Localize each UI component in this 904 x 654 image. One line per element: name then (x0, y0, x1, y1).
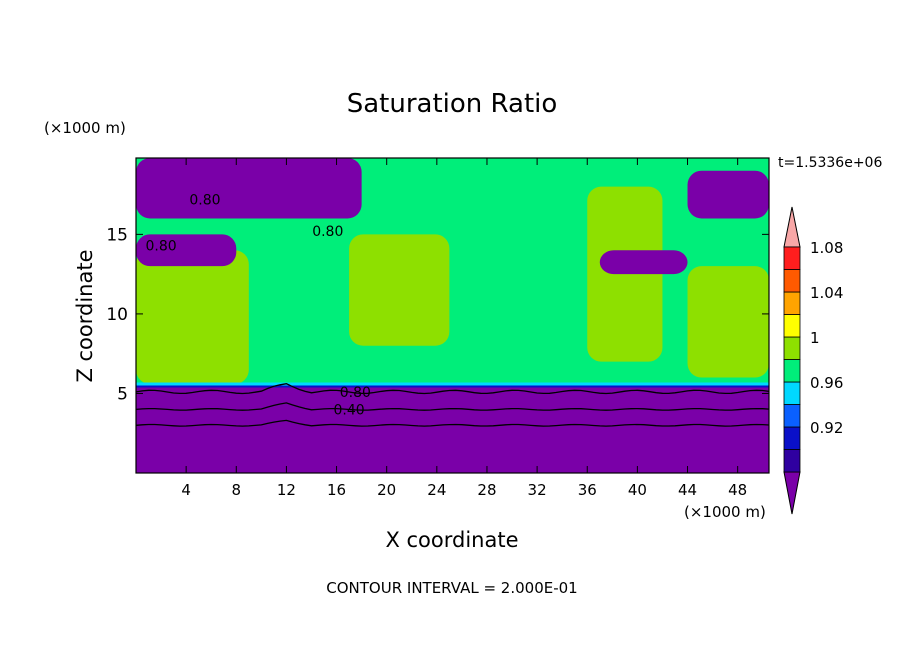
y-axis-ticks: 5 10 15 (106, 225, 769, 404)
contour-lines (136, 383, 769, 427)
colorbar-bin (783, 404, 801, 428)
x-tick-label: 40 (628, 481, 647, 499)
contour-edge-band (136, 382, 769, 386)
y-tick-label: 5 (117, 384, 128, 404)
colorbar: 0.92 0.96 1 1.04 1.08 (783, 206, 843, 515)
colorbar-bin (783, 314, 801, 338)
contour-labels: 0.800.400.800.800.80 (145, 192, 370, 418)
x-axis-label: X coordinate (385, 528, 518, 552)
colorbar-label: 1.04 (810, 284, 843, 302)
contour-region (136, 158, 362, 219)
contour-region (136, 385, 769, 473)
contour-line (136, 402, 769, 411)
contour-label: 0.80 (145, 239, 176, 255)
colorbar-bin (783, 449, 801, 473)
colorbar-label: 0.96 (810, 374, 843, 392)
contour-edge-band (136, 385, 769, 388)
colorbar-top-arrow (783, 206, 801, 248)
x-tick-label: 8 (232, 481, 242, 499)
contour-region (599, 250, 688, 275)
x-tick-label: 20 (377, 481, 396, 499)
colorbar-bin (783, 336, 801, 360)
contour-region (687, 266, 769, 378)
plot-frame (135, 157, 770, 474)
colorbar-label: 0.92 (810, 419, 843, 437)
contour-region (349, 234, 450, 346)
y-unit-label: (×1000 m) (44, 119, 126, 137)
y-axis-label: Z coordinate (73, 249, 97, 382)
x-tick-label: 48 (728, 481, 747, 499)
contour-fill-area (136, 158, 769, 473)
colorbar-bin (783, 291, 801, 315)
x-tick-label: 24 (427, 481, 446, 499)
x-axis-ticks: 4 8 12 16 20 24 28 32 36 40 44 48 (181, 158, 747, 499)
colorbar-bin (783, 246, 801, 270)
contour-line (136, 383, 769, 395)
colorbar-bin (783, 426, 801, 450)
x-tick-label: 16 (327, 481, 346, 499)
x-tick-label: 36 (578, 481, 597, 499)
x-tick-label: 28 (477, 481, 496, 499)
x-tick-label: 44 (678, 481, 697, 499)
chart-title: Saturation Ratio (347, 89, 558, 119)
x-unit-label: (×1000 m) (684, 503, 766, 521)
y-tick-label: 10 (106, 305, 128, 325)
y-tick-label: 15 (106, 225, 128, 245)
colorbar-label: 1 (810, 329, 820, 347)
contour-region (136, 250, 249, 384)
x-tick-label: 4 (181, 481, 191, 499)
colorbar-bin (783, 269, 801, 293)
contour-region (136, 234, 237, 267)
time-label: t=1.5336e+06 (778, 155, 882, 171)
contour-line (136, 419, 769, 427)
colorbar-bottom-arrow (783, 471, 801, 515)
colorbar-label: 1.08 (810, 239, 843, 257)
contour-label: 0.80 (189, 192, 220, 208)
contour-label: 0.40 (334, 402, 365, 418)
colorbar-bin (783, 381, 801, 405)
contour-label: 0.80 (340, 385, 371, 401)
contour-interval-footer: CONTOUR INTERVAL = 2.000E-01 (326, 579, 577, 597)
colorbar-bin (783, 359, 801, 383)
contour-region (687, 170, 769, 219)
x-tick-label: 32 (528, 481, 547, 499)
contour-label: 0.80 (312, 224, 343, 240)
x-tick-label: 12 (277, 481, 296, 499)
